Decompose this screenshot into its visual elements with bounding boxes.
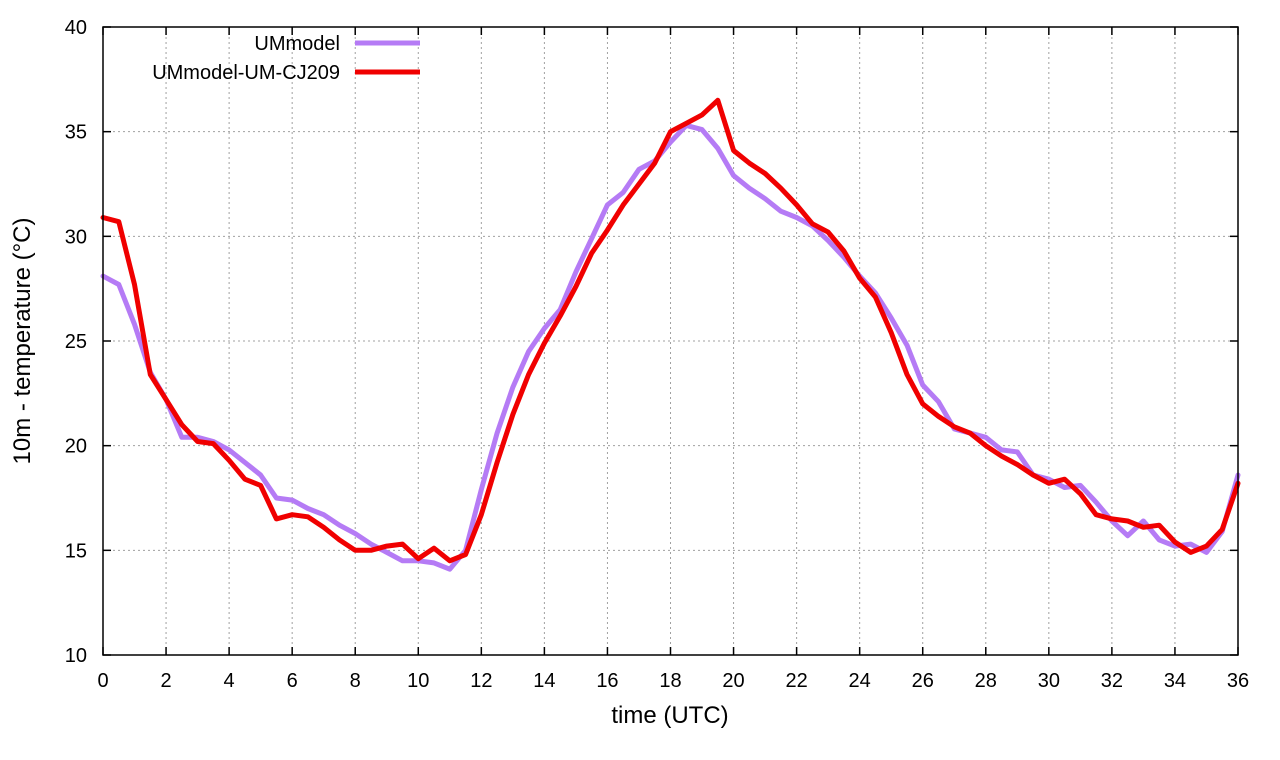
- y-tick-label: 25: [65, 331, 87, 353]
- x-tick-label: 30: [1038, 670, 1060, 692]
- tick-labels: 0 2 4 6 8 10 12 14 16 18 20 22 24 26 28 30 32 34 361015202…: [65, 17, 1249, 692]
- x-tick-label: 2: [160, 670, 171, 692]
- x-tick-label: 18: [659, 670, 681, 692]
- legend-label: UMmodel: [254, 33, 340, 55]
- x-tick-label: 0: [97, 670, 108, 692]
- x-tick-label: 34: [1164, 670, 1186, 692]
- x-tick-label: 6: [287, 670, 298, 692]
- y-tick-label: 10: [65, 645, 87, 667]
- x-tick-label: 14: [533, 670, 555, 692]
- x-axis-title: time (UTC): [611, 702, 728, 729]
- legend: UMmodel UMmodel-UM-CJ209: [152, 33, 420, 84]
- x-tick-label: 26: [912, 670, 934, 692]
- x-tick-label: 24: [849, 670, 871, 692]
- x-tick-label: 16: [596, 670, 618, 692]
- x-tick-label: 32: [1101, 670, 1123, 692]
- axis-ticks: [102, 26, 1239, 656]
- y-tick-label: 35: [65, 122, 87, 144]
- grid: [103, 27, 1238, 655]
- series-line-2: [100, 97, 1241, 564]
- series-line-1: [100, 122, 1241, 572]
- x-tick-label: 28: [975, 670, 997, 692]
- x-tick-label: 8: [350, 670, 361, 692]
- x-tick-label: 22: [785, 670, 807, 692]
- x-tick-label: 4: [224, 670, 235, 692]
- y-axis-title: 10m - temperature (°C): [9, 218, 36, 465]
- x-tick-label: 20: [722, 670, 744, 692]
- y-tick-label: 15: [65, 540, 87, 562]
- y-tick-label: 30: [65, 226, 87, 248]
- x-tick-label: 10: [407, 670, 429, 692]
- x-tick-label: 12: [470, 670, 492, 692]
- x-tick-label: 36: [1227, 670, 1249, 692]
- y-tick-label: 20: [65, 436, 87, 458]
- y-tick-label: 40: [65, 17, 87, 39]
- legend-label: UMmodel-UM-CJ209: [152, 62, 340, 84]
- series-lines: [100, 97, 1241, 572]
